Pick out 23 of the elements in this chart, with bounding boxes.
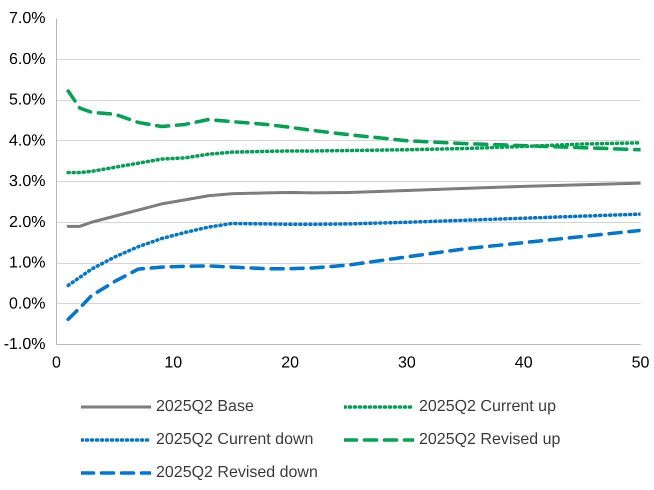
- line-series: [66, 182, 640, 228]
- x-tick-label: 10: [164, 354, 182, 372]
- y-tick-label: 2.0%: [9, 214, 46, 231]
- legend-label: 2025Q2 Revised up: [419, 430, 562, 450]
- legend-label: 2025Q2 Current down: [156, 430, 314, 450]
- y-tick-label: 5.0%: [9, 92, 46, 108]
- x-tick-label: 0: [52, 354, 62, 372]
- x-tick-label: 30: [398, 354, 416, 372]
- y-tick-label: 3.0%: [9, 173, 46, 190]
- x-tick-label: 20: [281, 354, 300, 372]
- x-tick-label: 40: [514, 354, 533, 372]
- y-tick-label: 0.0%: [9, 295, 46, 312]
- legend-label: 2025Q2 Base: [156, 396, 255, 416]
- line-series: [66, 228, 640, 321]
- y-tick-label: 1.0%: [9, 254, 46, 272]
- legend-label: 2025Q2 Current up: [419, 396, 557, 416]
- legend-label: 2025Q2 Revised down: [156, 462, 319, 482]
- y-tick-label: 7.0%: [9, 10, 46, 27]
- y-tick-label: 4.0%: [9, 132, 46, 150]
- line-series: [66, 212, 640, 288]
- x-tick-label: 50: [632, 354, 650, 372]
- y-tick-label: -1.0%: [4, 336, 46, 353]
- y-tick-label: 6.0%: [9, 50, 46, 68]
